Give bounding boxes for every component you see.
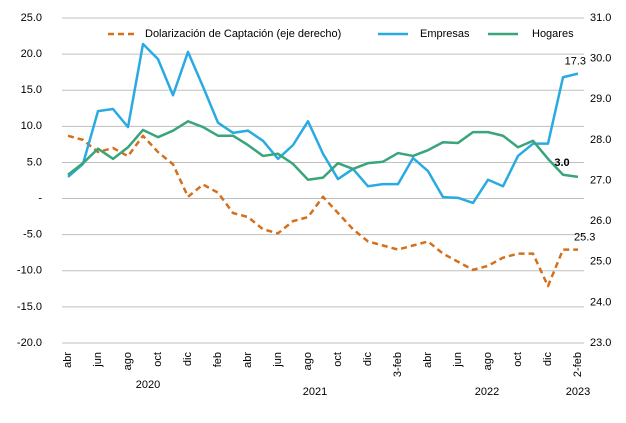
year-label: 2022 [475,386,499,398]
value-label: 3.0 [554,157,569,169]
x-tick-label: ago [482,352,494,370]
y-tick-label: 5.0 [27,156,42,168]
x-tick-label: jun [92,352,104,368]
x-tick-label: abr [62,352,74,368]
x-tick-label: oct [512,352,524,367]
legend-label: Empresas [420,28,470,40]
x-tick-label: jun [452,352,464,368]
y2-tick-label: 24.0 [590,296,611,308]
legend-label: Hogares [532,28,574,40]
x-tick-label: 2-feb [572,352,584,377]
y2-tick-label: 27.0 [590,174,611,186]
series-line [67,42,579,205]
x-tick-label: ago [302,352,314,370]
x-tick-label: dic [542,352,554,367]
x-tick-label: dic [362,352,374,367]
series-line [67,120,579,182]
y2-tick-label: 25.0 [590,256,611,268]
x-tick-label: oct [152,352,164,367]
year-label: 2023 [566,386,590,398]
y2-tick-label: 30.0 [590,53,611,65]
y-tick-label: -15.0 [17,301,42,313]
y-tick-label: - [38,192,42,204]
x-tick-label: 3-feb [392,352,404,377]
y2-tick-label: 31.0 [590,12,611,24]
y2-tick-label: 29.0 [590,93,611,105]
y-tick-label: 10.0 [21,120,42,132]
year-label: 2021 [303,386,327,398]
y2-tick-label: 28.0 [590,134,611,146]
y-tick-label: 25.0 [21,12,42,24]
series-line [67,134,578,288]
y-tick-label: 20.0 [21,48,42,60]
x-tick-label: abr [422,352,434,368]
y2-tick-label: 26.0 [590,215,611,227]
y-tick-label: 15.0 [21,84,42,96]
y2-tick-label: 23.0 [590,337,611,349]
value-label: 17.3 [565,56,586,68]
year-label: 2020 [136,379,160,391]
y-tick-label: -10.0 [17,265,42,277]
x-tick-label: dic [182,352,194,367]
x-tick-label: oct [332,352,344,367]
legend-label: Dolarización de Captación (eje derecho) [145,28,341,40]
y-tick-label: -5.0 [23,229,42,241]
y-tick-label: -20.0 [17,337,42,349]
value-label: 25.3 [574,231,595,243]
x-tick-label: jun [272,352,284,368]
x-tick-label: ago [122,352,134,370]
x-tick-label: feb [212,352,224,367]
x-tick-label: abr [242,352,254,368]
